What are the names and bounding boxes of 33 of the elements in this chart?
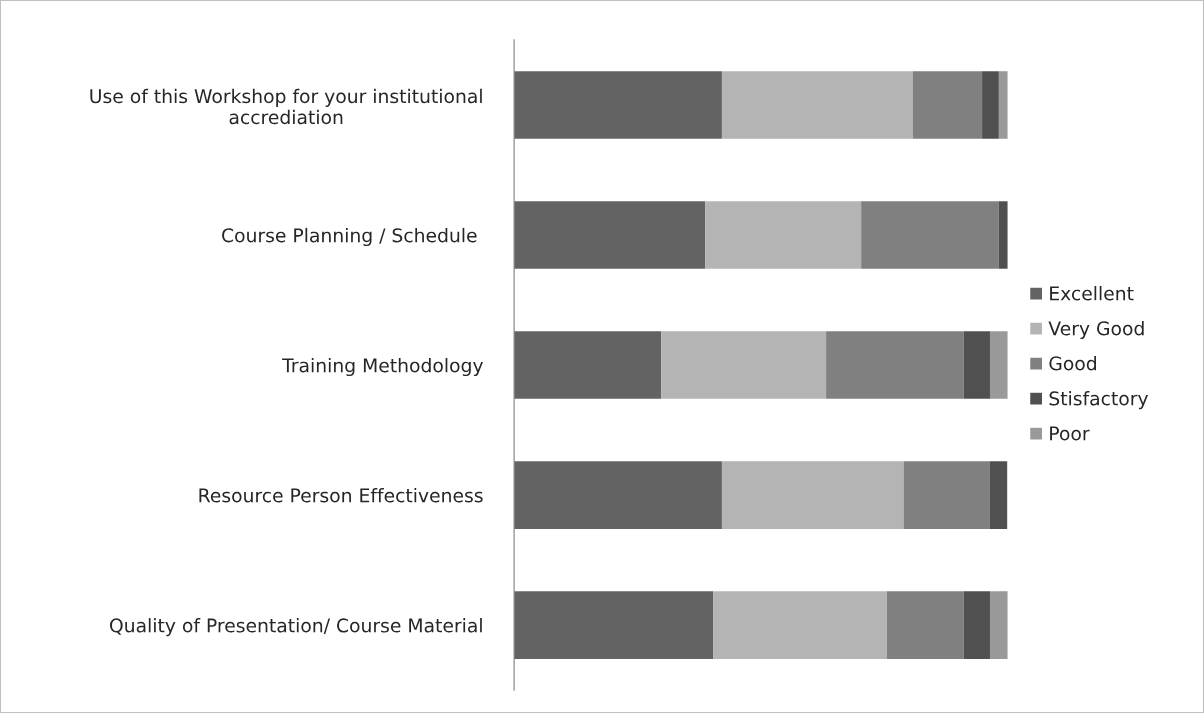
bar — [514, 331, 662, 399]
bar — [989, 591, 1008, 659]
bar — [903, 461, 990, 529]
bar — [886, 591, 964, 659]
legend-label: Stisfactory — [1049, 391, 1149, 410]
bar — [989, 331, 1008, 399]
y-tick-label: Resource Person Effectiveness — [199, 487, 483, 503]
y-tick-label: Use of this Workshop for your institutional accrediation — [90, 88, 482, 125]
legend-label: Poor — [1050, 426, 1090, 441]
bar — [514, 591, 714, 659]
legend-label: Good — [1049, 355, 1096, 371]
bar — [861, 201, 999, 269]
bar — [661, 331, 827, 399]
bar — [705, 201, 862, 269]
bar — [998, 71, 1008, 139]
y-tick-label: Quality of Presentation/ Course Material — [110, 618, 482, 637]
bar — [514, 201, 706, 269]
bar — [963, 591, 990, 659]
y-tick-label: Course Planning / Schedule — [222, 227, 477, 247]
legend-label: Very Good — [1048, 320, 1144, 340]
bar — [721, 461, 904, 529]
bar — [514, 461, 722, 529]
bar — [713, 591, 887, 659]
bar — [989, 461, 1008, 529]
bar — [982, 71, 999, 139]
bar — [963, 331, 990, 399]
bar — [912, 71, 983, 139]
y-tick-label: Training Methodology — [282, 357, 483, 377]
bar — [721, 71, 913, 139]
bar — [998, 201, 1008, 269]
bar — [826, 331, 964, 399]
bar — [514, 71, 722, 139]
legend-label: Excellent — [1050, 285, 1134, 301]
